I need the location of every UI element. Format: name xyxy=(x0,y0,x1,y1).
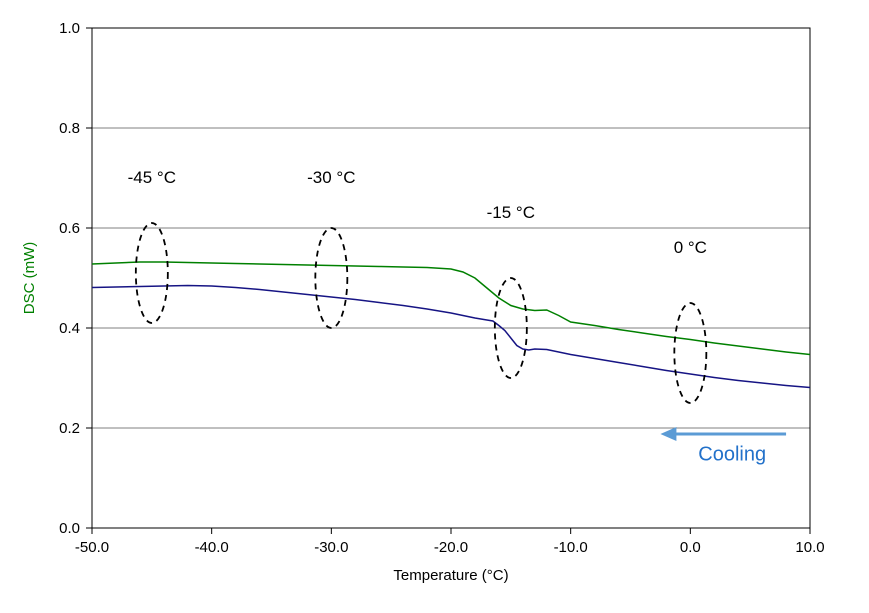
x-tick-label: 10.0 xyxy=(795,539,824,556)
y-tick-label: 1.0 xyxy=(59,20,80,37)
annotation-ellipse xyxy=(315,228,347,328)
annotation-ellipse xyxy=(136,223,168,323)
annotation-label: -30 °C xyxy=(307,168,355,187)
annotation-label: -45 °C xyxy=(128,168,176,187)
annotation-ellipse xyxy=(674,303,706,403)
x-tick-label: -30.0 xyxy=(314,539,348,556)
cooling-arrow-head xyxy=(660,427,676,441)
cooling-label: Cooling xyxy=(698,444,766,466)
y-tick-label: 0.0 xyxy=(59,520,80,537)
x-axis-title: Temperature (°C) xyxy=(393,567,508,584)
x-tick-label: -40.0 xyxy=(195,539,229,556)
y-tick-label: 0.8 xyxy=(59,120,80,137)
y-tick-label: 0.4 xyxy=(59,320,80,337)
x-tick-label: -20.0 xyxy=(434,539,468,556)
y-tick-label: 0.2 xyxy=(59,420,80,437)
x-tick-label: -50.0 xyxy=(75,539,109,556)
green-curve xyxy=(92,262,810,355)
y-tick-label: 0.6 xyxy=(59,220,80,237)
y-axis-title: DSC (mW) xyxy=(21,242,38,314)
annotation-label: -15 °C xyxy=(487,203,535,222)
x-tick-label: 0.0 xyxy=(680,539,701,556)
chart-svg: -50.0 -40.0 -30.0 -20.0 -10.0 0.0 10.0 0.0 0.2 0.… xyxy=(0,0,869,613)
dsc-chart: -50.0 -40.0 -30.0 -20.0 -10.0 0.0 10.0 0.0 0.2 0.… xyxy=(0,0,869,613)
x-tick-label: -10.0 xyxy=(554,539,588,556)
blue-curve xyxy=(92,286,810,388)
annotation-label: 0 °C xyxy=(674,238,707,257)
